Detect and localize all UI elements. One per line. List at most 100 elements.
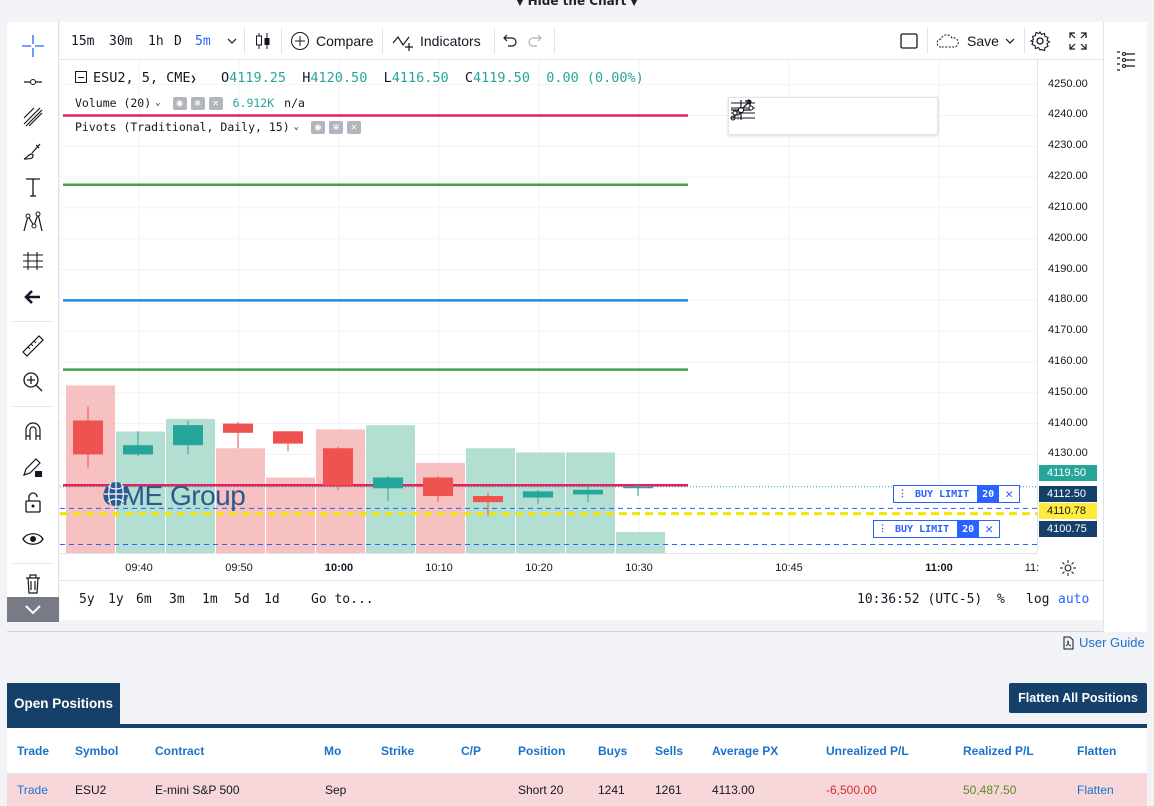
redo-button[interactable]: [527, 22, 545, 60]
goto-button[interactable]: Go to...: [311, 592, 374, 607]
trade-link[interactable]: Trade: [17, 783, 48, 797]
prediction-tool[interactable]: [7, 244, 59, 278]
close-icon[interactable]: ✕: [985, 521, 994, 537]
visibility-tool[interactable]: [7, 522, 59, 556]
undo-icon: [503, 34, 517, 47]
col-strike[interactable]: Strike: [381, 743, 415, 758]
zoom-tool[interactable]: [7, 365, 59, 399]
flatten-link[interactable]: Flatten: [1077, 783, 1114, 797]
magnet-tool[interactable]: [7, 414, 59, 448]
ray-button[interactable]: [732, 98, 821, 136]
gear-icon[interactable]: ✻: [329, 120, 344, 134]
drag-handle-icon[interactable]: ⠿: [731, 110, 741, 124]
interval-1h[interactable]: 1h: [148, 33, 164, 49]
col-realized[interactable]: Realized P/L: [963, 743, 1034, 758]
col-buys[interactable]: Buys: [598, 743, 628, 758]
chevron-down-icon: ❯: [190, 74, 197, 85]
undo-button[interactable]: [500, 22, 518, 60]
col-symbol[interactable]: Symbol: [75, 743, 119, 758]
buy-limit-order-2[interactable]: ⋮ BUY LIMIT 20 ✕: [873, 520, 1001, 538]
tab-open-positions[interactable]: Open Positions: [7, 683, 120, 724]
interval-5m[interactable]: 5m: [195, 33, 211, 49]
time-axis[interactable]: 09:40 09:50 10:00 10:10 10:20 10:30 10:4…: [60, 553, 1040, 580]
range-5y[interactable]: 5y: [79, 592, 95, 607]
chart-pane[interactable]: CME Group ESU2, 5, CME❯ O4119.25 H4120.5…: [60, 60, 1103, 580]
price-axis[interactable]: 4250.00 4240.00 4230.00 4220.00 4210.00 4200.…: [1037, 60, 1103, 553]
order-qty[interactable]: 20: [977, 486, 1000, 502]
time-tick: 11:: [1024, 562, 1040, 574]
fib-tool[interactable]: [7, 100, 59, 134]
trend-line-tool[interactable]: [7, 65, 59, 99]
symbol-name[interactable]: ESU2, 5, CME: [93, 70, 191, 86]
toolbar-collapse-button[interactable]: [7, 597, 59, 622]
gear-icon[interactable]: ✻: [190, 96, 205, 110]
brush-tool[interactable]: [7, 135, 59, 169]
buy-limit-order-1[interactable]: ⋮ BUY LIMIT 20 ✕: [893, 485, 1021, 503]
interval-dropdown[interactable]: [226, 22, 238, 60]
settings-button[interactable]: [1029, 22, 1051, 60]
range-1y[interactable]: 1y: [108, 592, 124, 607]
collapse-legend-icon[interactable]: [75, 71, 87, 83]
pivots-label[interactable]: Pivots (Traditional, Daily, 15): [75, 120, 290, 134]
vertical-line-button[interactable]: [738, 98, 898, 136]
close-icon[interactable]: ✕: [347, 120, 362, 134]
chart-frame: [7, 22, 1103, 632]
pattern-tool[interactable]: [7, 206, 59, 240]
col-flatten[interactable]: Flatten: [1077, 743, 1117, 758]
col-mo[interactable]: Mo: [324, 743, 342, 758]
col-sells[interactable]: Sells: [655, 743, 684, 758]
toolbar-divider: [13, 406, 53, 407]
col-position[interactable]: Position: [518, 743, 566, 758]
range-6m[interactable]: 6m: [136, 592, 152, 607]
hide-chart-toggle[interactable]: ▼ Hide the Chart ▼: [0, 0, 1154, 8]
close-icon[interactable]: ✕: [208, 96, 223, 110]
auto-toggle[interactable]: auto: [1058, 592, 1090, 607]
range-1d[interactable]: 1d: [264, 592, 280, 607]
volume-label[interactable]: Volume (20): [75, 96, 152, 110]
back-tool[interactable]: [7, 280, 59, 314]
horizontal-line-button[interactable]: [731, 98, 860, 136]
save-button[interactable]: Save: [935, 22, 999, 60]
percent-toggle[interactable]: %: [997, 592, 1005, 607]
compare-button[interactable]: Compare: [290, 22, 374, 60]
close-icon[interactable]: ✕: [1005, 486, 1014, 502]
candle-body: [423, 477, 453, 496]
col-trade[interactable]: Trade: [17, 743, 50, 758]
text-tool[interactable]: [7, 170, 59, 204]
price-chart[interactable]: [60, 60, 1037, 553]
object-tree-button[interactable]: [1114, 48, 1138, 76]
col-contract[interactable]: Contract: [155, 743, 205, 758]
col-average-px[interactable]: Average PX: [712, 743, 779, 758]
cell-sells: 1261: [655, 783, 682, 797]
positions-table-header: Trade Symbol Contract Mo Strike C/P Posi…: [7, 728, 1147, 774]
flatten-all-button[interactable]: Flatten All Positions: [1009, 683, 1147, 713]
layout-button[interactable]: [899, 22, 919, 60]
eye-icon[interactable]: ◉: [172, 96, 187, 110]
stay-drawing-tool[interactable]: [7, 450, 59, 484]
delete-tool[interactable]: [7, 571, 59, 597]
clock[interactable]: 10:36:52 (UTC-5): [857, 592, 983, 607]
crosshair-tool[interactable]: [7, 29, 59, 63]
order-qty[interactable]: 20: [957, 521, 980, 537]
volume-legend: Volume (20) ⌄ ◉ ✻ ✕ 6.912K n/a: [75, 96, 305, 110]
measure-tool[interactable]: [7, 329, 59, 363]
log-toggle[interactable]: log: [1026, 592, 1050, 607]
chart-type-button[interactable]: [253, 22, 273, 60]
eye-icon[interactable]: ◉: [311, 120, 326, 134]
col-unrealized[interactable]: Unrealized P/L: [826, 743, 909, 758]
interval-30m[interactable]: 30m: [109, 33, 133, 49]
range-3m[interactable]: 3m: [169, 592, 185, 607]
range-5d[interactable]: 5d: [234, 592, 250, 607]
candle-body: [523, 491, 553, 498]
save-dropdown[interactable]: [1004, 22, 1016, 60]
fullscreen-button[interactable]: [1068, 22, 1088, 60]
parallel-channel-button[interactable]: [731, 98, 937, 136]
toolbar-divider: [281, 28, 282, 54]
interval-15m[interactable]: 15m: [71, 33, 95, 49]
user-guide-link[interactable]: User Guide: [1062, 635, 1145, 650]
interval-d[interactable]: D: [174, 33, 182, 49]
indicators-button[interactable]: Indicators: [392, 22, 481, 60]
lock-tool[interactable]: [7, 485, 59, 519]
range-1m[interactable]: 1m: [202, 592, 218, 607]
col-cp[interactable]: C/P: [461, 743, 482, 758]
